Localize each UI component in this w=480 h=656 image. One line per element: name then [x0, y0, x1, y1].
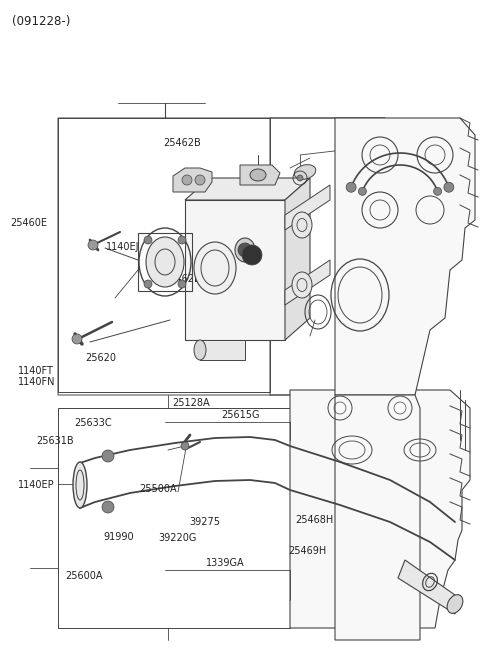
Text: 25462B: 25462B — [163, 138, 201, 148]
Polygon shape — [335, 395, 420, 640]
Ellipse shape — [194, 340, 206, 360]
Text: 91990: 91990 — [103, 531, 134, 542]
Polygon shape — [185, 178, 310, 200]
Polygon shape — [285, 260, 330, 305]
Text: 39220G: 39220G — [158, 533, 197, 543]
Text: 25469H: 25469H — [288, 546, 326, 556]
Ellipse shape — [292, 212, 312, 238]
Circle shape — [102, 450, 114, 462]
Polygon shape — [285, 185, 330, 230]
Circle shape — [182, 175, 192, 185]
Circle shape — [433, 188, 442, 195]
Text: 1140FN: 1140FN — [18, 377, 56, 387]
Text: 25460E: 25460E — [11, 218, 48, 228]
Text: 39275: 39275 — [190, 516, 221, 527]
Text: 25633C: 25633C — [74, 418, 112, 428]
Circle shape — [181, 442, 189, 450]
Text: 25600A: 25600A — [65, 571, 102, 581]
Polygon shape — [185, 200, 285, 340]
Circle shape — [144, 236, 152, 244]
Ellipse shape — [250, 169, 266, 181]
Circle shape — [346, 182, 356, 192]
Ellipse shape — [294, 165, 316, 179]
Circle shape — [444, 182, 454, 192]
Text: 1140EP: 1140EP — [18, 480, 55, 491]
Circle shape — [238, 243, 252, 257]
Circle shape — [88, 240, 98, 250]
Circle shape — [102, 501, 114, 513]
Polygon shape — [173, 168, 212, 192]
Ellipse shape — [146, 237, 184, 287]
Circle shape — [195, 175, 205, 185]
Polygon shape — [240, 165, 280, 185]
Ellipse shape — [235, 238, 255, 262]
Polygon shape — [200, 340, 245, 360]
Text: 25620: 25620 — [85, 352, 117, 363]
Polygon shape — [335, 118, 475, 395]
Text: 1140FT: 1140FT — [18, 366, 54, 377]
Circle shape — [359, 188, 366, 195]
Text: 1339GA: 1339GA — [206, 558, 245, 568]
Text: 25468H: 25468H — [295, 514, 334, 525]
Circle shape — [72, 334, 82, 344]
Circle shape — [242, 245, 262, 265]
Circle shape — [178, 236, 186, 244]
Text: 1140EJ: 1140EJ — [106, 241, 139, 252]
Polygon shape — [285, 178, 310, 340]
Text: 25462B: 25462B — [163, 274, 201, 285]
Polygon shape — [290, 390, 470, 628]
Text: 25615G: 25615G — [221, 409, 259, 420]
Circle shape — [144, 280, 152, 288]
Polygon shape — [398, 560, 455, 614]
Text: 25128A: 25128A — [172, 398, 209, 408]
Ellipse shape — [194, 242, 236, 294]
Text: (091228-): (091228-) — [12, 16, 71, 28]
Ellipse shape — [447, 594, 463, 613]
Ellipse shape — [292, 272, 312, 298]
Circle shape — [178, 280, 186, 288]
Text: 25500A: 25500A — [139, 483, 177, 494]
Circle shape — [297, 175, 303, 181]
Text: 25631B: 25631B — [36, 436, 73, 446]
Ellipse shape — [73, 462, 87, 508]
